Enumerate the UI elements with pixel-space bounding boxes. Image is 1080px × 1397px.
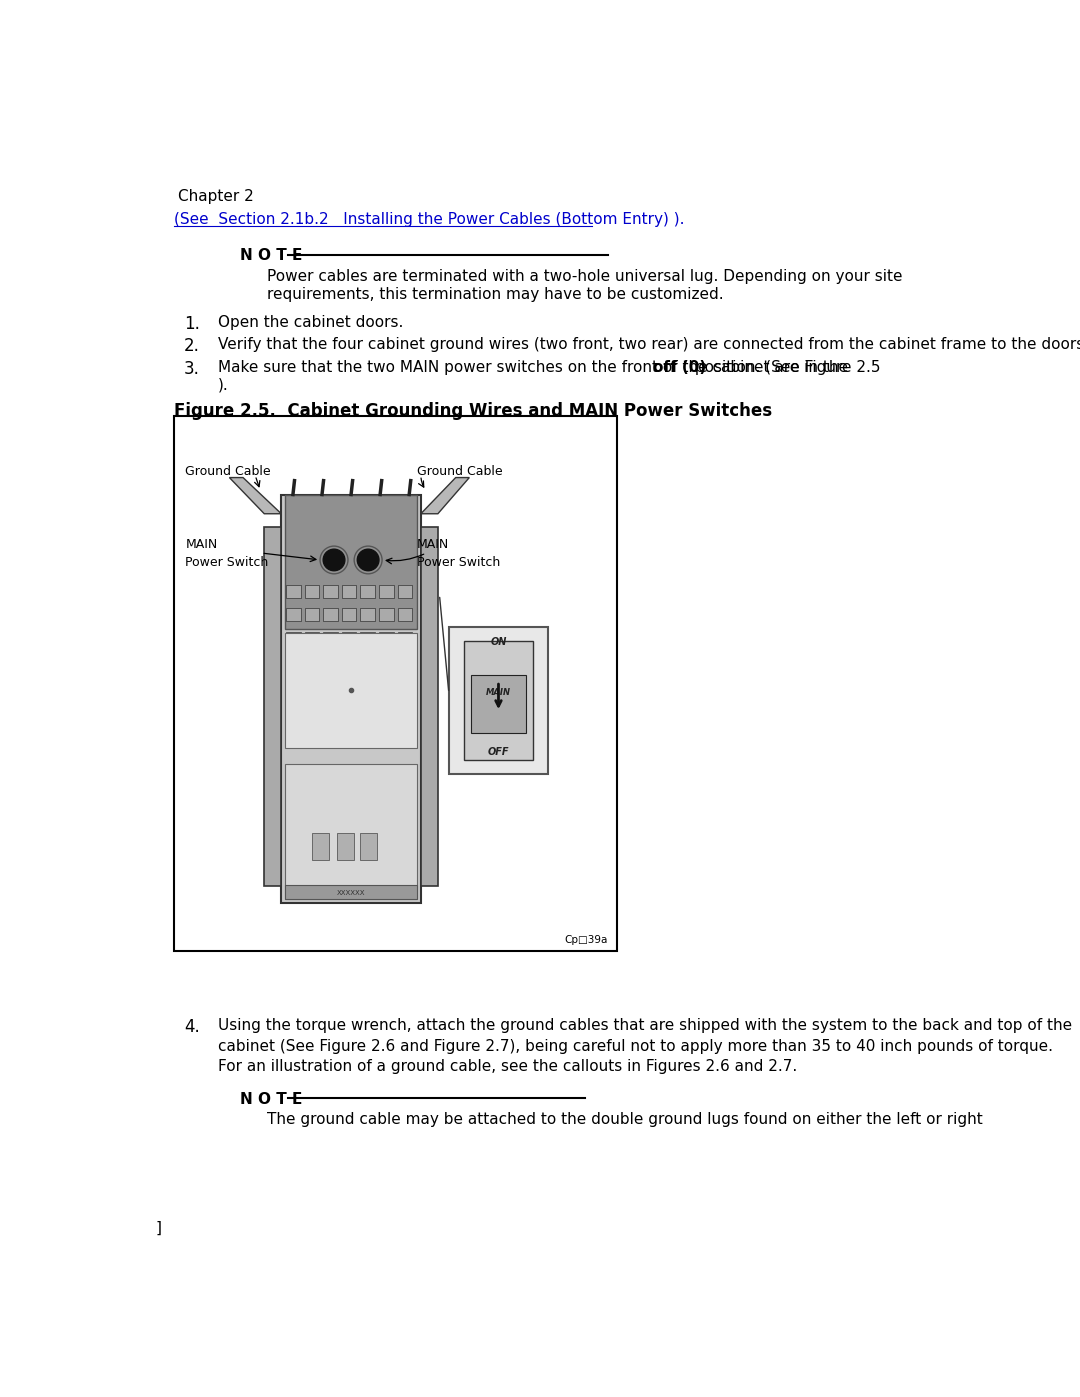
Bar [379, 631, 394, 644]
Bar [361, 609, 375, 620]
Text: Power Switch: Power Switch [417, 556, 500, 569]
Text: Figure 2.5.  Cabinet Grounding Wires and MAIN Power Switches: Figure 2.5. Cabinet Grounding Wires and … [174, 402, 772, 420]
Text: Chapter 2: Chapter 2 [177, 189, 254, 204]
Circle shape [323, 549, 345, 571]
Bar [341, 631, 356, 644]
Text: MAIN: MAIN [417, 538, 449, 550]
Bar [471, 675, 526, 733]
Bar [361, 833, 377, 861]
Text: ).: ). [218, 377, 229, 393]
Text: OFF: OFF [488, 746, 510, 757]
Bar [397, 585, 413, 598]
Bar [379, 585, 394, 598]
Polygon shape [229, 478, 281, 514]
Bar [379, 609, 394, 620]
Text: 2.: 2. [184, 337, 200, 355]
Bar [305, 609, 320, 620]
Bar [285, 764, 417, 898]
Text: MAIN: MAIN [186, 538, 218, 550]
Text: N O T E: N O T E [240, 249, 302, 264]
Text: Using the torque wrench, attach the ground cables that are shipped with the syst: Using the torque wrench, attach the grou… [218, 1018, 1072, 1034]
Bar [323, 585, 338, 598]
Bar [281, 495, 421, 902]
Text: (See  Section 2.1b.2   Installing the Power Cables (Bottom Entry) ).: (See Section 2.1b.2 Installing the Power… [174, 212, 685, 228]
Text: ]: ] [156, 1221, 162, 1236]
Bar [337, 833, 354, 861]
Bar [286, 585, 300, 598]
Text: N O T E: N O T E [240, 1091, 302, 1106]
Bar [341, 609, 356, 620]
Text: Ground Cable: Ground Cable [186, 465, 271, 478]
Text: Make sure that the two MAIN power switches on the front of the cabinet are in th: Make sure that the two MAIN power switch… [218, 360, 853, 376]
Bar [449, 627, 548, 774]
Text: cabinet (See Figure 2.6 and Figure 2.7), being careful not to apply more than 35: cabinet (See Figure 2.6 and Figure 2.7),… [218, 1038, 1053, 1053]
Bar [421, 527, 437, 886]
Text: 1.: 1. [184, 316, 200, 334]
Bar [286, 631, 300, 644]
Text: 3.: 3. [184, 360, 200, 379]
Bar [286, 609, 300, 620]
Text: Ground Cable: Ground Cable [417, 465, 502, 478]
Bar [174, 415, 617, 951]
Bar [305, 631, 320, 644]
Bar [323, 609, 338, 620]
Text: For an illustration of a ground cable, see the callouts in Figures 2.6 and 2.7.: For an illustration of a ground cable, s… [218, 1059, 797, 1073]
Text: The ground cable may be attached to the double ground lugs found on either the l: The ground cable may be attached to the … [267, 1112, 983, 1127]
Text: off (0): off (0) [653, 360, 706, 376]
Bar [361, 631, 375, 644]
Text: XXXXXX: XXXXXX [337, 890, 365, 897]
Text: Power Switch: Power Switch [186, 556, 269, 569]
Text: 4.: 4. [184, 1018, 200, 1037]
Text: Power cables are terminated with a two-hole universal lug. Depending on your sit: Power cables are terminated with a two-h… [267, 270, 902, 284]
Bar [397, 631, 413, 644]
Text: Cp□39a: Cp□39a [565, 935, 608, 944]
Bar [285, 633, 417, 747]
Bar [341, 585, 356, 598]
Bar [265, 527, 281, 886]
Text: Open the cabinet doors.: Open the cabinet doors. [218, 316, 403, 331]
Text: ON: ON [490, 637, 507, 647]
Bar [323, 631, 338, 644]
Bar [305, 585, 320, 598]
Bar [285, 884, 417, 898]
Bar [285, 495, 417, 629]
Bar [312, 833, 329, 861]
Text: position. (See Figure 2.5: position. (See Figure 2.5 [690, 360, 881, 376]
Text: MAIN: MAIN [486, 689, 511, 697]
Circle shape [357, 549, 379, 571]
Bar [464, 641, 532, 760]
Text: Verify that the four cabinet ground wires (two front, two rear) are connected fr: Verify that the four cabinet ground wire… [218, 337, 1080, 352]
Text: requirements, this termination may have to be customized.: requirements, this termination may have … [267, 286, 724, 302]
Polygon shape [421, 478, 470, 514]
Bar [361, 585, 375, 598]
Bar [397, 609, 413, 620]
